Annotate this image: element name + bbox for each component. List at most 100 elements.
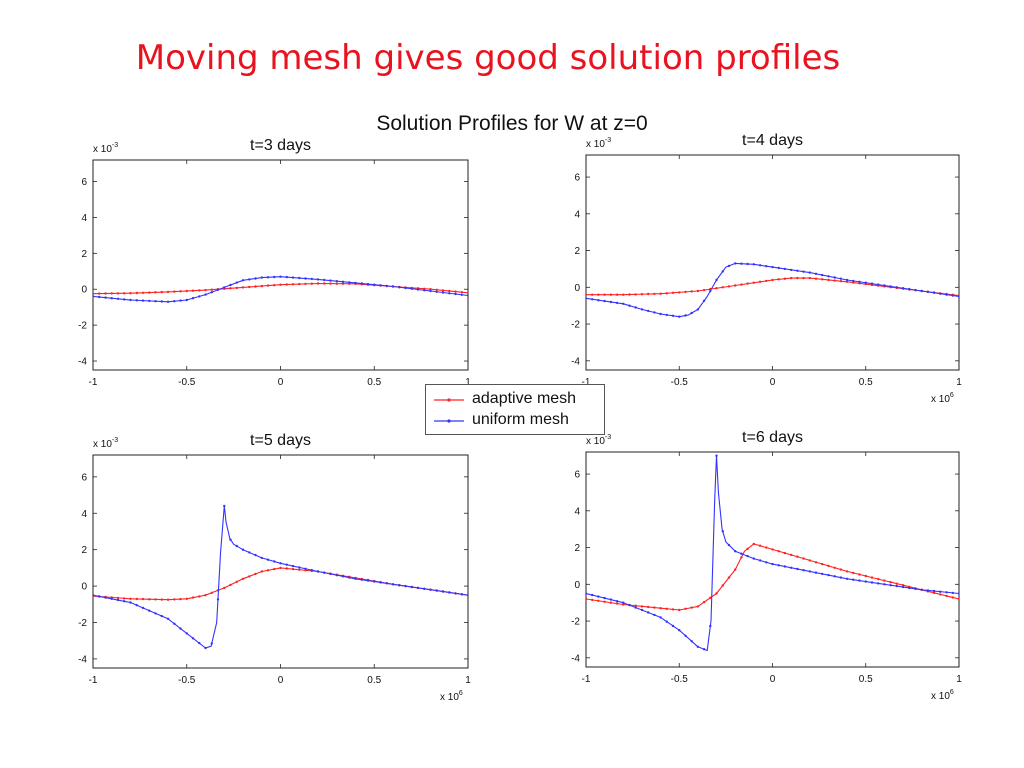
series-marker-uniform-mesh [678, 629, 681, 632]
series-marker-uniform-mesh [260, 556, 263, 560]
series-marker-uniform-mesh [727, 543, 731, 547]
series-marker-adaptive-mesh [173, 290, 176, 293]
y-tick-label: -2 [571, 617, 580, 628]
series-marker-adaptive-mesh [210, 288, 213, 291]
series-marker-uniform-mesh [379, 581, 382, 584]
series-marker-adaptive-mesh [945, 594, 948, 598]
x-tick-label: 0 [278, 377, 284, 388]
series-marker-adaptive-mesh [808, 276, 811, 280]
series-marker-adaptive-mesh [634, 604, 637, 607]
series-marker-adaptive-mesh [615, 602, 619, 605]
series-marker-adaptive-mesh [185, 289, 188, 293]
series-marker-adaptive-mesh [702, 600, 706, 604]
x-tick-label: -1 [89, 675, 98, 686]
series-marker-adaptive-mesh [191, 289, 195, 292]
series-marker-adaptive-mesh [690, 290, 693, 293]
series-marker-uniform-mesh [135, 604, 138, 607]
series-marker-uniform-mesh [597, 299, 600, 302]
x-tick-label: 1 [956, 674, 962, 685]
chart-panel-t4: -1 -0.5 0 0.5 1 -4 -2 0 2 4 6 t=4 days x 10-3 x 106 [571, 132, 962, 405]
series-marker-uniform-mesh [622, 601, 625, 604]
series-marker-uniform-mesh [653, 311, 656, 314]
series-marker-uniform-mesh [615, 301, 619, 305]
series-marker-adaptive-mesh [460, 291, 463, 294]
series-marker-uniform-mesh [833, 575, 836, 578]
series-marker-uniform-mesh [93, 295, 95, 298]
series-marker-adaptive-mesh [241, 286, 245, 289]
y-tick-label: 4 [81, 213, 87, 224]
series-marker-uniform-mesh [423, 587, 426, 590]
chart-panel-t6: -1 -0.5 0 0.5 1 -4 -2 0 2 4 6 t=6 days x 10-3 x 106 [571, 429, 962, 702]
series-marker-adaptive-mesh [845, 570, 849, 573]
x-tick-label: 1 [465, 675, 471, 686]
series-marker-uniform-mesh [858, 280, 861, 283]
series-marker-adaptive-mesh [273, 567, 276, 571]
series-marker-uniform-mesh [877, 582, 880, 585]
series-marker-uniform-mesh [216, 598, 220, 601]
series-marker-uniform-mesh [777, 266, 780, 270]
series-marker-uniform-mesh [920, 588, 923, 591]
series-marker-uniform-mesh [814, 272, 818, 275]
series-marker-uniform-mesh [895, 286, 898, 289]
series-marker-adaptive-mesh [291, 567, 295, 571]
series-marker-uniform-mesh [235, 281, 238, 284]
chart-panel-t3: -1 -0.5 0 0.5 1 -4 -2 0 2 4 6 t=3 days x 10-3 [78, 137, 471, 388]
series-marker-uniform-mesh [93, 594, 95, 597]
series-marker-uniform-mesh [852, 279, 855, 283]
series-marker-adaptive-mesh [160, 290, 163, 294]
series-marker-adaptive-mesh [746, 282, 749, 285]
series-marker-uniform-mesh [291, 564, 295, 568]
x-tick-label: 0 [770, 674, 776, 685]
series-marker-adaptive-mesh [765, 279, 768, 283]
series-marker-uniform-mesh [889, 584, 892, 587]
series-marker-uniform-mesh [123, 600, 126, 603]
x-tick-label: -0.5 [178, 377, 196, 388]
series-marker-adaptive-mesh [110, 292, 113, 295]
series-marker-uniform-mesh [273, 275, 276, 279]
series-marker-adaptive-mesh [796, 555, 799, 558]
series-marker-adaptive-mesh [845, 280, 849, 283]
series-marker-adaptive-mesh [839, 568, 843, 571]
series-marker-uniform-mesh [914, 288, 917, 292]
series-marker-adaptive-mesh [141, 597, 145, 601]
series-marker-adaptive-mesh [895, 582, 898, 585]
series-marker-uniform-mesh [391, 583, 395, 586]
series-marker-uniform-mesh [373, 283, 376, 286]
series-marker-uniform-mesh [914, 587, 917, 591]
series-marker-adaptive-mesh [304, 282, 307, 286]
series-marker-uniform-mesh [889, 285, 892, 288]
series-marker-adaptive-mesh [622, 603, 625, 606]
series-marker-uniform-mesh [591, 593, 594, 597]
slide-title: Moving mesh gives good solution profiles [135, 38, 841, 78]
legend-entry-adaptive: adaptive mesh [432, 390, 602, 410]
series-marker-uniform-mesh [204, 293, 207, 296]
series-marker-uniform-mesh [609, 300, 613, 304]
series-marker-uniform-mesh [665, 313, 668, 317]
series-marker-uniform-mesh [659, 312, 662, 316]
series-marker-uniform-mesh [647, 611, 650, 614]
series-marker-uniform-mesh [702, 299, 706, 302]
series-marker-uniform-mesh [634, 606, 637, 609]
series-marker-uniform-mesh [870, 282, 874, 285]
series-marker-uniform-mesh [802, 569, 805, 572]
series-marker-uniform-mesh [360, 282, 363, 285]
series-marker-adaptive-mesh [597, 293, 600, 296]
y-tick-label: 2 [81, 249, 87, 260]
series-marker-uniform-mesh [827, 275, 830, 278]
series-marker-uniform-mesh [254, 277, 257, 280]
series-marker-uniform-mesh [123, 298, 126, 301]
series-marker-uniform-mesh [734, 550, 737, 553]
series-marker-uniform-mesh [304, 277, 307, 280]
series-marker-uniform-mesh [852, 578, 855, 581]
y-tick-label: 2 [574, 246, 580, 257]
y-tick-label: -4 [78, 357, 87, 368]
series-marker-adaptive-mesh [721, 286, 724, 289]
series-marker-adaptive-mesh [802, 557, 805, 560]
series-marker-uniform-mesh [790, 268, 793, 272]
x-tick-label: -1 [582, 377, 591, 388]
series-marker-uniform-mesh [634, 306, 637, 309]
series-marker-adaptive-mesh [665, 607, 668, 610]
series-marker-adaptive-mesh [260, 284, 263, 288]
series-marker-uniform-mesh [141, 299, 145, 302]
series-marker-adaptive-mesh [721, 584, 724, 587]
